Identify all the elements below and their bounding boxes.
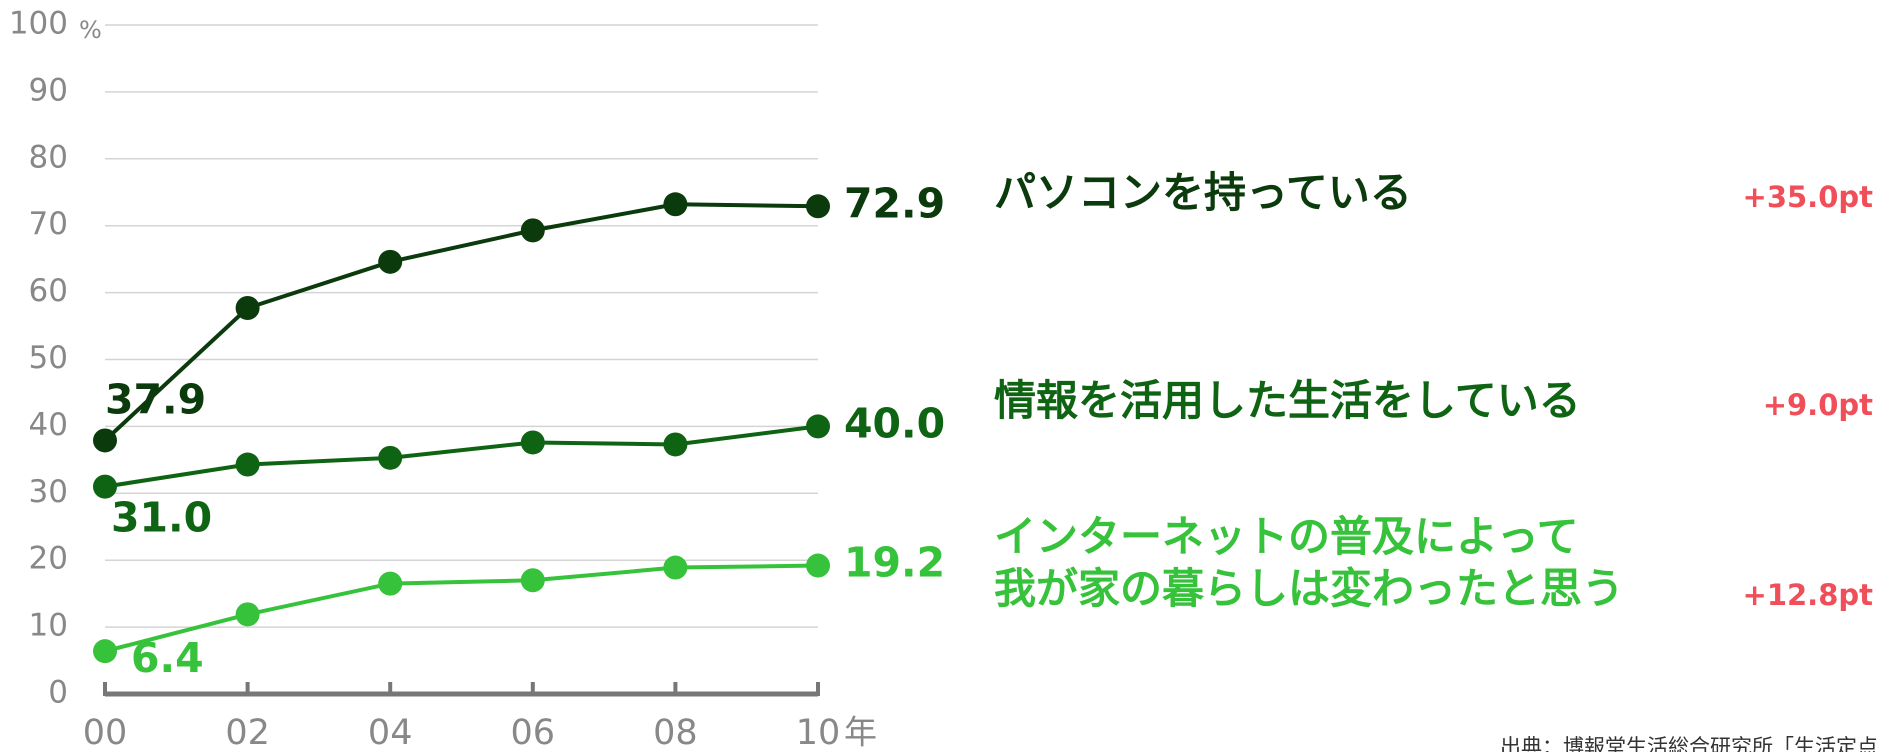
x-unit: 年 — [844, 713, 877, 752]
point — [235, 295, 260, 320]
point — [520, 568, 545, 593]
y-tick-label: 40 — [29, 407, 68, 443]
x-tick-label: 00 — [83, 713, 128, 752]
y-tick-label: 60 — [29, 273, 68, 309]
y-tick-label: 70 — [29, 206, 68, 242]
y-tick-label: 10 — [29, 608, 68, 644]
point — [663, 432, 688, 457]
point — [93, 428, 117, 453]
change-label: +12.8pt — [1743, 578, 1874, 612]
point — [663, 192, 688, 217]
series-name: インターネットの普及によって我が家の暮らしは変わったと思う — [994, 512, 1624, 613]
series-line — [104, 424, 819, 489]
point — [806, 553, 830, 578]
change-label: +9.0pt — [1763, 388, 1873, 422]
y-tick-label: 20 — [29, 541, 68, 577]
source: 出典：博報堂生活総合研究所「生活定点」調査 — [1500, 735, 1877, 752]
x-tick-label: 04 — [368, 713, 413, 752]
series-name: パソコンを持っている — [994, 168, 1412, 217]
y-unit: % — [79, 16, 102, 44]
value-label: 19.2 — [844, 539, 945, 587]
x-tick-label: 02 — [225, 713, 270, 752]
point — [520, 218, 545, 243]
y-tick-label: 100 — [9, 6, 68, 42]
value-label: 72.9 — [844, 179, 945, 227]
series-line — [103, 202, 819, 442]
point — [520, 430, 545, 455]
x-tick-label: 08 — [653, 713, 698, 752]
x-tick-label: 10 — [796, 713, 841, 752]
y-tick-label: 50 — [29, 340, 68, 376]
point — [806, 194, 830, 219]
series-line — [104, 563, 819, 654]
y-tick-label: 80 — [29, 139, 68, 175]
point — [378, 249, 403, 274]
point — [235, 602, 260, 627]
y-tick-label: 90 — [29, 72, 68, 108]
y-tick-label: 0 — [48, 675, 68, 711]
point — [378, 445, 403, 470]
value-label: 37.9 — [105, 375, 206, 423]
value-label: 31.0 — [111, 494, 212, 542]
change-label: +35.0pt — [1743, 180, 1874, 214]
value-label: 6.4 — [131, 634, 204, 682]
point — [93, 474, 117, 499]
point — [378, 571, 403, 596]
point — [663, 555, 688, 580]
y-tick-label: 30 — [29, 474, 68, 510]
series-name: 情報を活用した生活をしている — [994, 376, 1581, 425]
point — [93, 639, 117, 664]
point — [235, 452, 260, 477]
x-tick-label: 06 — [511, 713, 556, 752]
value-label: 40.0 — [844, 399, 945, 447]
point — [806, 414, 830, 439]
